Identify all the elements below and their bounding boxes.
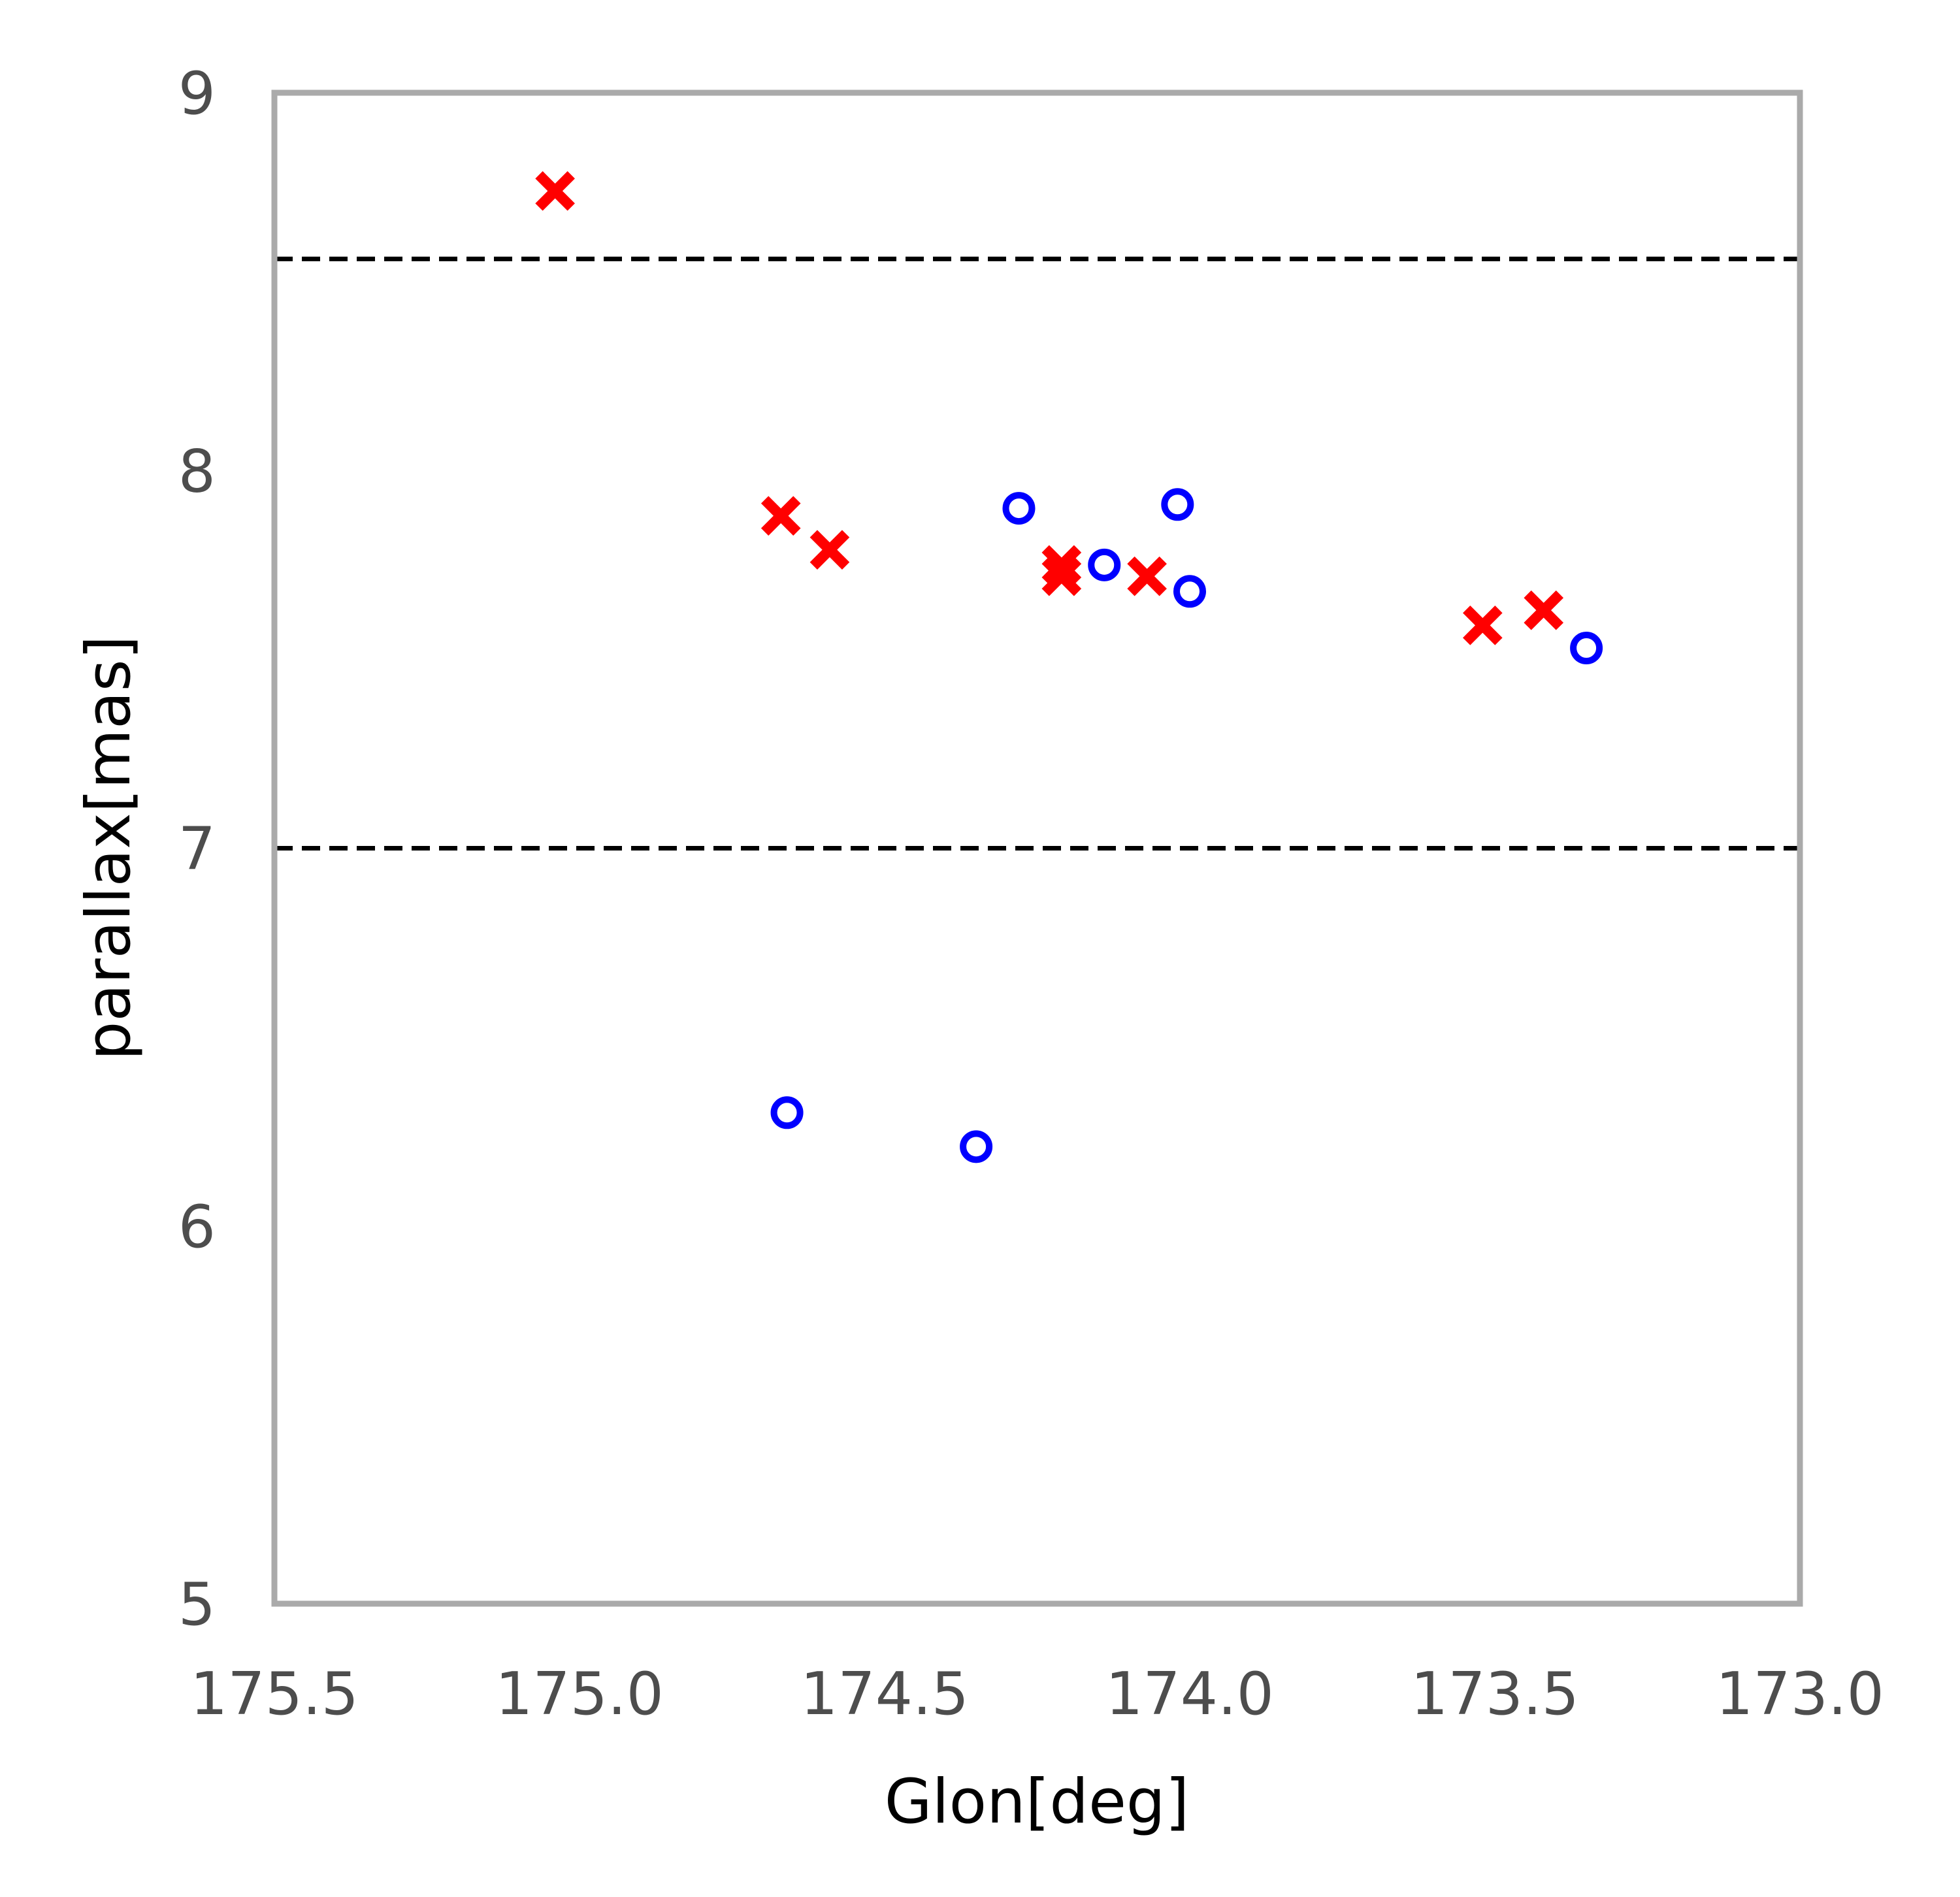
data-point-x — [809, 530, 850, 570]
plot-area — [274, 256, 1800, 851]
x-tick-label: 175.0 — [495, 1660, 664, 1728]
data-point-circle — [1161, 488, 1194, 521]
data-point-circle — [1002, 492, 1036, 525]
data-point-circle — [1570, 632, 1603, 665]
data-point-circle — [1088, 548, 1121, 581]
x-tick-labels: 175.5 175.0 174.5 174.0 173.5 173.0 — [190, 1660, 1884, 1728]
x-tick-label: 174.0 — [1105, 1660, 1274, 1728]
data-point-x — [535, 171, 575, 211]
y-axis-label: parallax[mas] — [73, 636, 144, 1060]
x-tick-label: 174.5 — [800, 1660, 969, 1728]
plot-frame — [271, 89, 1803, 1607]
data-point-x — [1041, 556, 1082, 596]
x-tick-label: 173.0 — [1716, 1660, 1884, 1728]
x-tick-label: 173.5 — [1411, 1660, 1579, 1728]
y-tick-label: 9 — [178, 59, 216, 128]
data-points — [535, 171, 1603, 1163]
x-axis-label: Glon[deg] — [885, 1766, 1190, 1838]
y-tick-label: 6 — [178, 1193, 216, 1261]
y-tick-label: 7 — [178, 815, 216, 884]
y-tick-label: 8 — [178, 437, 216, 506]
data-point-x — [1463, 606, 1503, 645]
data-point-circle — [1173, 575, 1206, 608]
x-tick-label: 175.5 — [190, 1660, 359, 1728]
y-tick-labels: 5 6 7 8 9 — [178, 59, 216, 1639]
y-tick-label: 5 — [178, 1570, 216, 1639]
data-point-x — [1127, 556, 1167, 596]
data-point-circle — [770, 1096, 804, 1129]
data-point-x — [1524, 590, 1564, 630]
data-point-circle — [960, 1130, 993, 1163]
data-point-x — [760, 496, 801, 536]
